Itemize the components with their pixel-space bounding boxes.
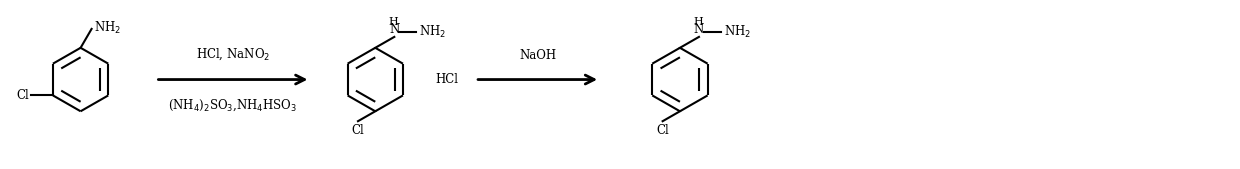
Text: N: N	[694, 23, 704, 36]
Text: Cl: Cl	[352, 124, 365, 137]
Text: NaOH: NaOH	[520, 49, 557, 62]
Text: (NH$_4$)$_2$SO$_3$,NH$_4$HSO$_3$: (NH$_4$)$_2$SO$_3$,NH$_4$HSO$_3$	[169, 97, 298, 113]
Text: H: H	[693, 17, 703, 27]
Text: N: N	[389, 23, 399, 36]
Text: HCl: HCl	[435, 73, 459, 86]
Text: HCl, NaNO$_2$: HCl, NaNO$_2$	[196, 46, 270, 62]
Text: Cl: Cl	[656, 124, 670, 137]
Text: H: H	[388, 17, 398, 27]
Text: Cl: Cl	[16, 89, 29, 102]
Text: NH$_2$: NH$_2$	[93, 20, 120, 36]
Text: NH$_2$: NH$_2$	[724, 24, 751, 40]
Text: NH$_2$: NH$_2$	[419, 24, 446, 40]
